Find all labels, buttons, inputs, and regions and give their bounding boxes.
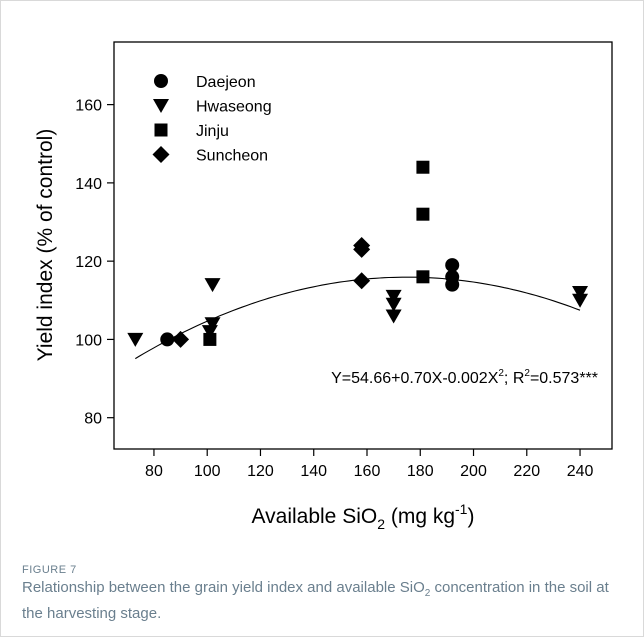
data-point-daejeon — [160, 332, 175, 347]
scatter-chart: 80 100 120 140 160 180 200 220 240 80 100 120 140 160… — [34, 41, 613, 532]
caption-text-before: Relationship between the grain yield ind… — [22, 579, 425, 596]
data-point-jinju — [203, 332, 217, 346]
data-point-hwaseong — [201, 325, 218, 340]
data-point-hwaseong — [385, 289, 402, 304]
caption-subscript: 2 — [424, 588, 431, 599]
legend: Daejeon Hwaseong Jinju Suncheon — [152, 74, 272, 165]
data-point-jinju — [416, 270, 430, 284]
legend-marker-hwaseong — [153, 99, 169, 113]
y-tick-label: 80 — [84, 411, 102, 428]
regression-curve — [135, 276, 581, 360]
y-tick-label: 140 — [75, 176, 102, 193]
data-point-hwaseong — [127, 332, 144, 347]
legend-label-hwaseong: Hwaseong — [196, 99, 272, 116]
figure-caption: FIGURE 7 Relationship between the grain … — [22, 564, 622, 624]
y-tick-label: 120 — [75, 254, 102, 271]
legend-label-daejeon: Daejeon — [196, 74, 256, 91]
x-tick-label: 140 — [300, 463, 327, 480]
data-point-hwaseong — [385, 309, 402, 324]
x-axis-label: Available SiO2 (mg kg-1) — [252, 501, 475, 532]
axis-ticks: 80 100 120 140 160 180 200 220 240 80 100 120 140 160 — [75, 98, 593, 480]
data-point-jinju — [416, 207, 430, 221]
x-tick-label: 100 — [194, 463, 221, 480]
series-suncheon — [172, 237, 371, 348]
data-point-daejeon — [445, 258, 460, 273]
x-tick-label: 240 — [567, 463, 594, 480]
data-points — [127, 160, 589, 348]
series-jinju — [203, 160, 430, 346]
y-axis-label: Yield index (% of control) — [34, 129, 57, 362]
data-point-hwaseong — [204, 278, 221, 293]
y-tick-label: 100 — [75, 332, 102, 349]
figure-label: FIGURE 7 — [22, 564, 77, 576]
data-point-hwaseong — [572, 293, 589, 308]
x-tick-label: 180 — [407, 463, 434, 480]
data-point-suncheon — [353, 240, 371, 258]
data-point-hwaseong — [204, 317, 221, 332]
legend-marker-daejeon — [154, 74, 168, 88]
y-tick-label: 160 — [75, 98, 102, 115]
legend-label-suncheon: Suncheon — [196, 148, 268, 165]
series-hwaseong — [127, 278, 589, 347]
data-point-hwaseong — [385, 297, 402, 312]
data-point-daejeon — [445, 277, 460, 292]
data-point-hwaseong — [572, 285, 589, 300]
regression-equation: Y=54.66+0.70X-0.002X2; R2=0.573*** — [331, 368, 598, 387]
x-tick-label: 200 — [460, 463, 487, 480]
data-point-jinju — [416, 160, 430, 174]
plot-area — [113, 41, 613, 450]
legend-marker-jinju — [154, 123, 168, 137]
x-tick-label: 220 — [513, 463, 540, 480]
data-point-suncheon — [353, 272, 371, 290]
x-tick-label: 120 — [247, 463, 274, 480]
caption-text-after: concentration in the soil at the harvest… — [22, 579, 609, 622]
data-point-suncheon — [172, 330, 190, 348]
series-daejeon — [160, 258, 460, 347]
figure-description: Relationship between the grain yield ind… — [22, 578, 622, 624]
x-tick-label: 80 — [145, 463, 163, 480]
x-tick-label: 160 — [354, 463, 381, 480]
legend-marker-suncheon — [152, 146, 170, 163]
legend-label-jinju: Jinju — [196, 123, 229, 140]
